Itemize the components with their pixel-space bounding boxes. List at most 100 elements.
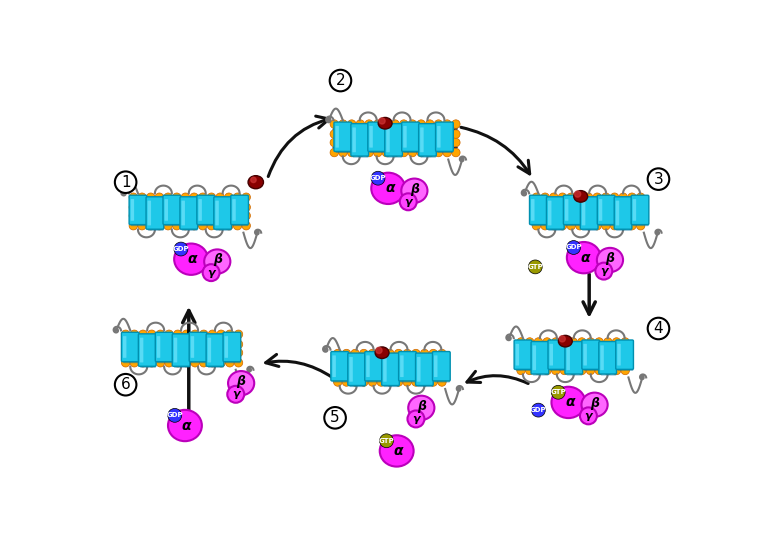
Circle shape	[627, 211, 636, 220]
Circle shape	[611, 193, 619, 201]
Circle shape	[443, 138, 452, 147]
Circle shape	[535, 356, 543, 365]
Circle shape	[347, 138, 356, 147]
FancyBboxPatch shape	[548, 198, 564, 231]
Circle shape	[200, 340, 208, 349]
Text: γ: γ	[584, 411, 592, 421]
Circle shape	[333, 378, 342, 386]
Circle shape	[164, 203, 172, 211]
Circle shape	[200, 330, 208, 338]
Circle shape	[417, 130, 425, 138]
FancyBboxPatch shape	[399, 351, 416, 381]
Circle shape	[560, 366, 568, 375]
Circle shape	[621, 348, 630, 356]
Circle shape	[190, 193, 198, 201]
Circle shape	[379, 118, 385, 124]
FancyBboxPatch shape	[402, 122, 419, 151]
FancyBboxPatch shape	[581, 197, 598, 229]
Text: 2: 2	[336, 73, 346, 88]
FancyBboxPatch shape	[403, 126, 407, 148]
FancyBboxPatch shape	[353, 125, 369, 157]
Circle shape	[517, 356, 525, 365]
FancyBboxPatch shape	[383, 357, 386, 382]
FancyBboxPatch shape	[348, 353, 366, 386]
FancyBboxPatch shape	[532, 343, 549, 376]
Text: γ: γ	[232, 389, 240, 399]
Circle shape	[394, 368, 402, 376]
Circle shape	[139, 349, 147, 357]
FancyBboxPatch shape	[206, 334, 223, 367]
Circle shape	[199, 203, 207, 211]
Circle shape	[216, 203, 224, 211]
Circle shape	[226, 330, 234, 338]
Circle shape	[365, 130, 373, 138]
Circle shape	[399, 130, 408, 138]
FancyBboxPatch shape	[617, 344, 621, 365]
Circle shape	[137, 203, 146, 211]
Circle shape	[619, 222, 627, 230]
Text: GTP: GTP	[379, 438, 395, 444]
Circle shape	[377, 368, 386, 376]
FancyBboxPatch shape	[565, 197, 581, 226]
Circle shape	[137, 193, 146, 201]
FancyBboxPatch shape	[172, 334, 190, 367]
Circle shape	[156, 340, 164, 349]
Circle shape	[584, 203, 593, 211]
Text: GTP: GTP	[551, 389, 566, 395]
Circle shape	[429, 349, 438, 358]
Ellipse shape	[551, 387, 585, 418]
Circle shape	[182, 358, 190, 367]
FancyBboxPatch shape	[190, 336, 194, 358]
Circle shape	[637, 211, 645, 220]
Circle shape	[156, 330, 164, 338]
Text: GTP: GTP	[528, 264, 543, 270]
Circle shape	[391, 148, 399, 157]
Circle shape	[560, 356, 568, 365]
FancyBboxPatch shape	[582, 200, 585, 225]
Circle shape	[575, 193, 584, 201]
Circle shape	[386, 359, 394, 368]
Circle shape	[532, 203, 541, 211]
Circle shape	[129, 203, 137, 211]
Circle shape	[181, 211, 190, 220]
Circle shape	[575, 222, 584, 230]
FancyBboxPatch shape	[368, 122, 386, 151]
Circle shape	[612, 338, 621, 346]
Circle shape	[373, 138, 382, 147]
Circle shape	[584, 222, 593, 230]
Circle shape	[369, 378, 377, 386]
Circle shape	[586, 366, 594, 375]
Circle shape	[621, 356, 630, 365]
Circle shape	[535, 338, 543, 346]
Circle shape	[409, 120, 417, 128]
Circle shape	[569, 338, 578, 346]
FancyBboxPatch shape	[529, 195, 548, 225]
FancyBboxPatch shape	[207, 336, 223, 368]
Circle shape	[399, 120, 408, 128]
Circle shape	[408, 411, 425, 427]
Circle shape	[604, 348, 612, 356]
Circle shape	[382, 138, 391, 147]
Circle shape	[130, 330, 138, 338]
FancyBboxPatch shape	[336, 126, 339, 148]
Circle shape	[400, 193, 417, 210]
Circle shape	[173, 203, 181, 211]
Circle shape	[399, 148, 408, 157]
FancyBboxPatch shape	[181, 200, 185, 225]
Circle shape	[621, 338, 630, 346]
Circle shape	[373, 148, 382, 157]
Circle shape	[174, 349, 182, 357]
Circle shape	[541, 203, 549, 211]
Circle shape	[551, 366, 560, 375]
Circle shape	[377, 378, 386, 386]
Circle shape	[242, 222, 250, 230]
FancyBboxPatch shape	[131, 199, 134, 221]
Circle shape	[234, 340, 243, 349]
FancyBboxPatch shape	[616, 200, 619, 225]
Circle shape	[647, 318, 669, 339]
FancyBboxPatch shape	[614, 197, 632, 229]
Circle shape	[578, 348, 586, 356]
Circle shape	[351, 359, 359, 368]
Circle shape	[165, 340, 174, 349]
Circle shape	[567, 193, 575, 201]
